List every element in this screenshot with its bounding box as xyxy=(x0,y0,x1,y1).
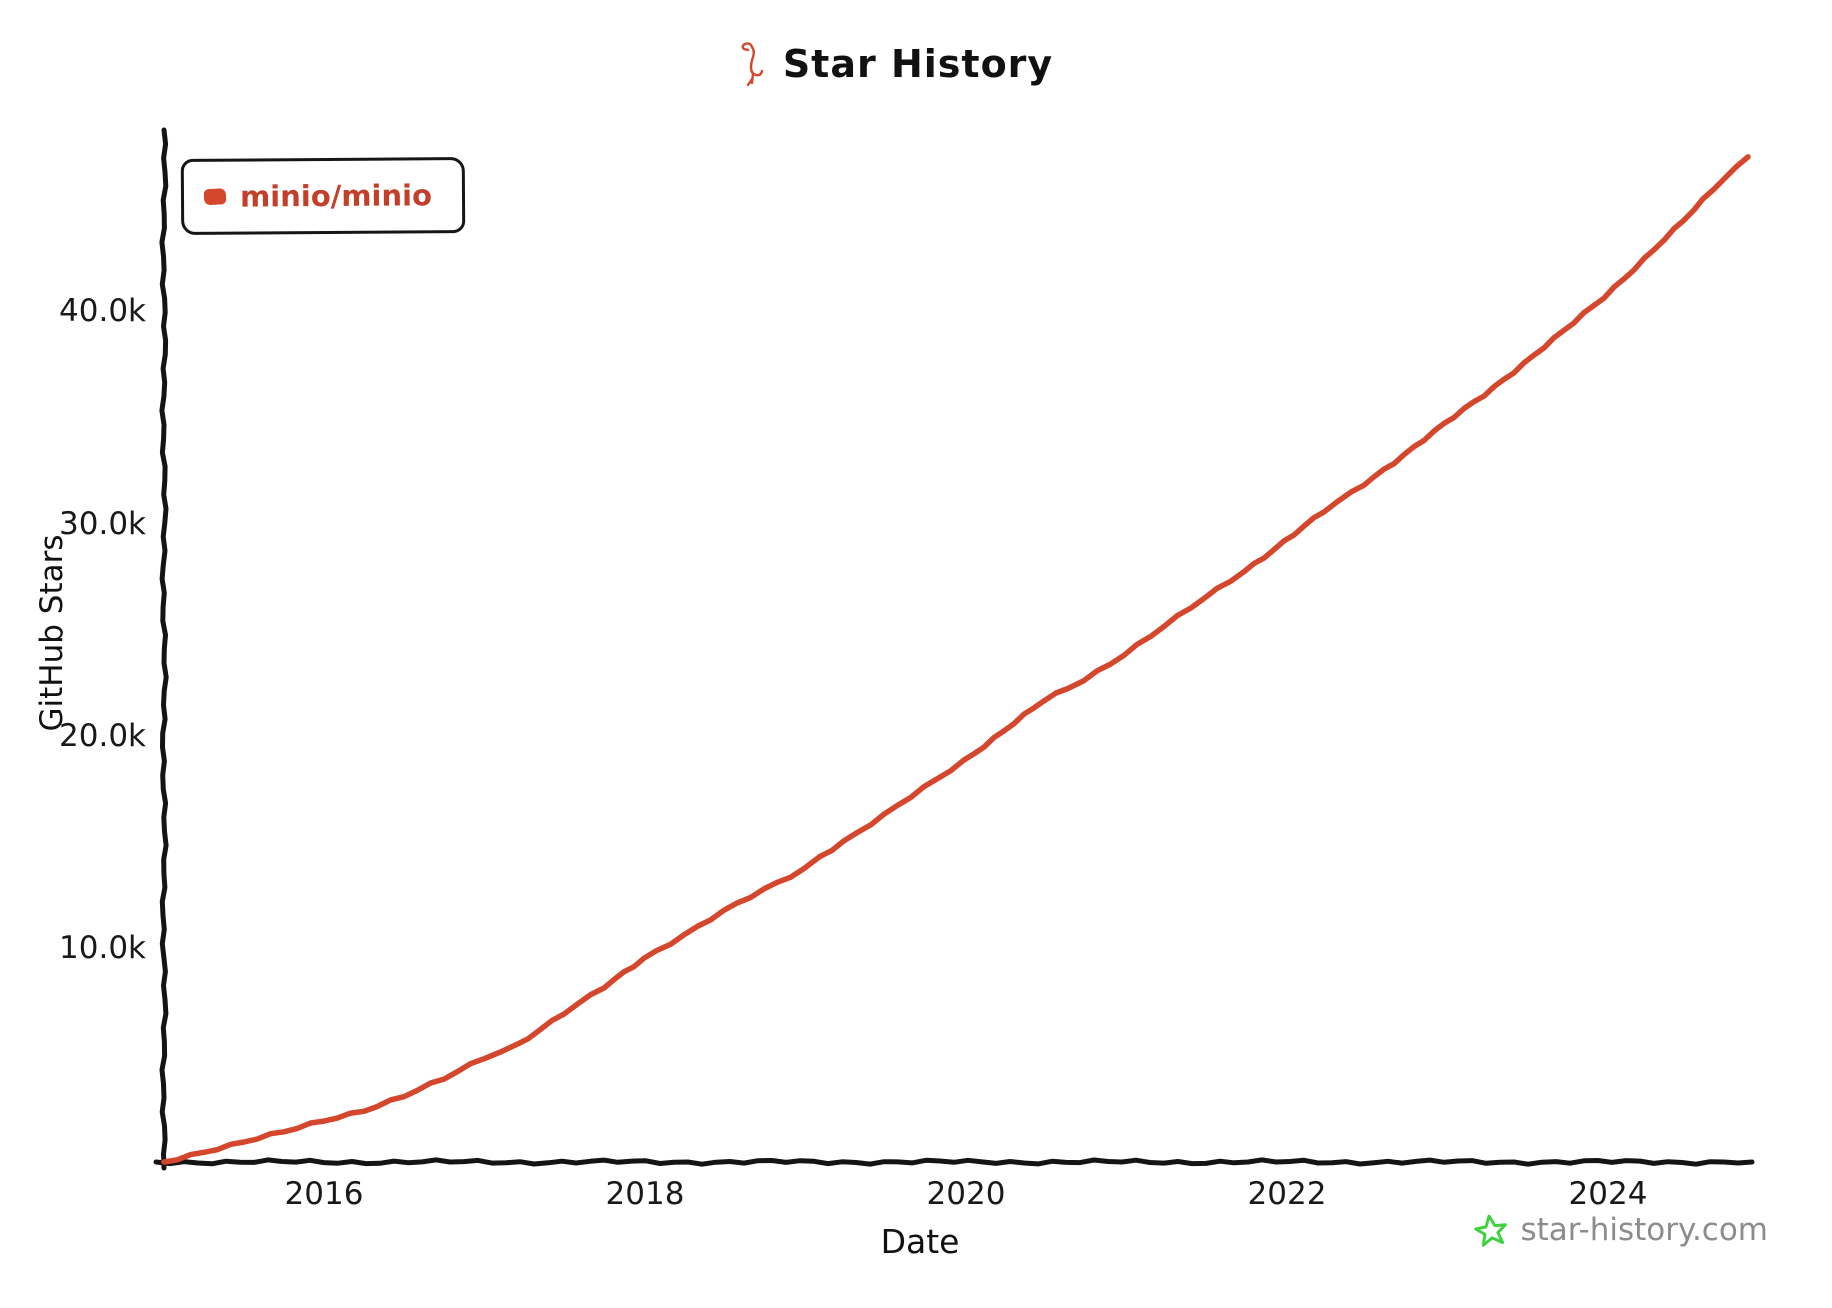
legend-swatch-icon xyxy=(203,188,227,206)
chart-title-row: Star History xyxy=(0,40,1790,88)
x-tick-2020: 2020 xyxy=(926,1176,1006,1212)
star-icon xyxy=(1474,1214,1508,1247)
x-tick-2016: 2016 xyxy=(284,1176,364,1212)
y-axis-title: GitHub Stars xyxy=(34,534,70,732)
series-line-minio-minio xyxy=(161,154,1751,1165)
y-tick-10k: 10.0k xyxy=(59,930,146,966)
x-axis-line xyxy=(153,1157,1755,1167)
page-title: Star History xyxy=(782,42,1054,86)
x-tick-2022: 2022 xyxy=(1247,1176,1327,1212)
y-axis-line xyxy=(159,127,169,1171)
x-axis-title: Date xyxy=(880,1222,960,1261)
x-tick-2018: 2018 xyxy=(605,1176,685,1212)
legend-label: minio/minio xyxy=(239,178,433,214)
x-tick-2024: 2024 xyxy=(1568,1176,1648,1212)
watermark-link[interactable]: star-history.com xyxy=(1474,1212,1768,1248)
flamingo-icon xyxy=(741,42,764,87)
y-tick-40k: 40.0k xyxy=(59,293,146,329)
watermark-text: star-history.com xyxy=(1520,1212,1768,1248)
legend: minio/minio xyxy=(180,157,466,235)
y-tick-30k: 30.0k xyxy=(59,506,146,542)
y-tick-20k: 20.0k xyxy=(59,718,146,754)
